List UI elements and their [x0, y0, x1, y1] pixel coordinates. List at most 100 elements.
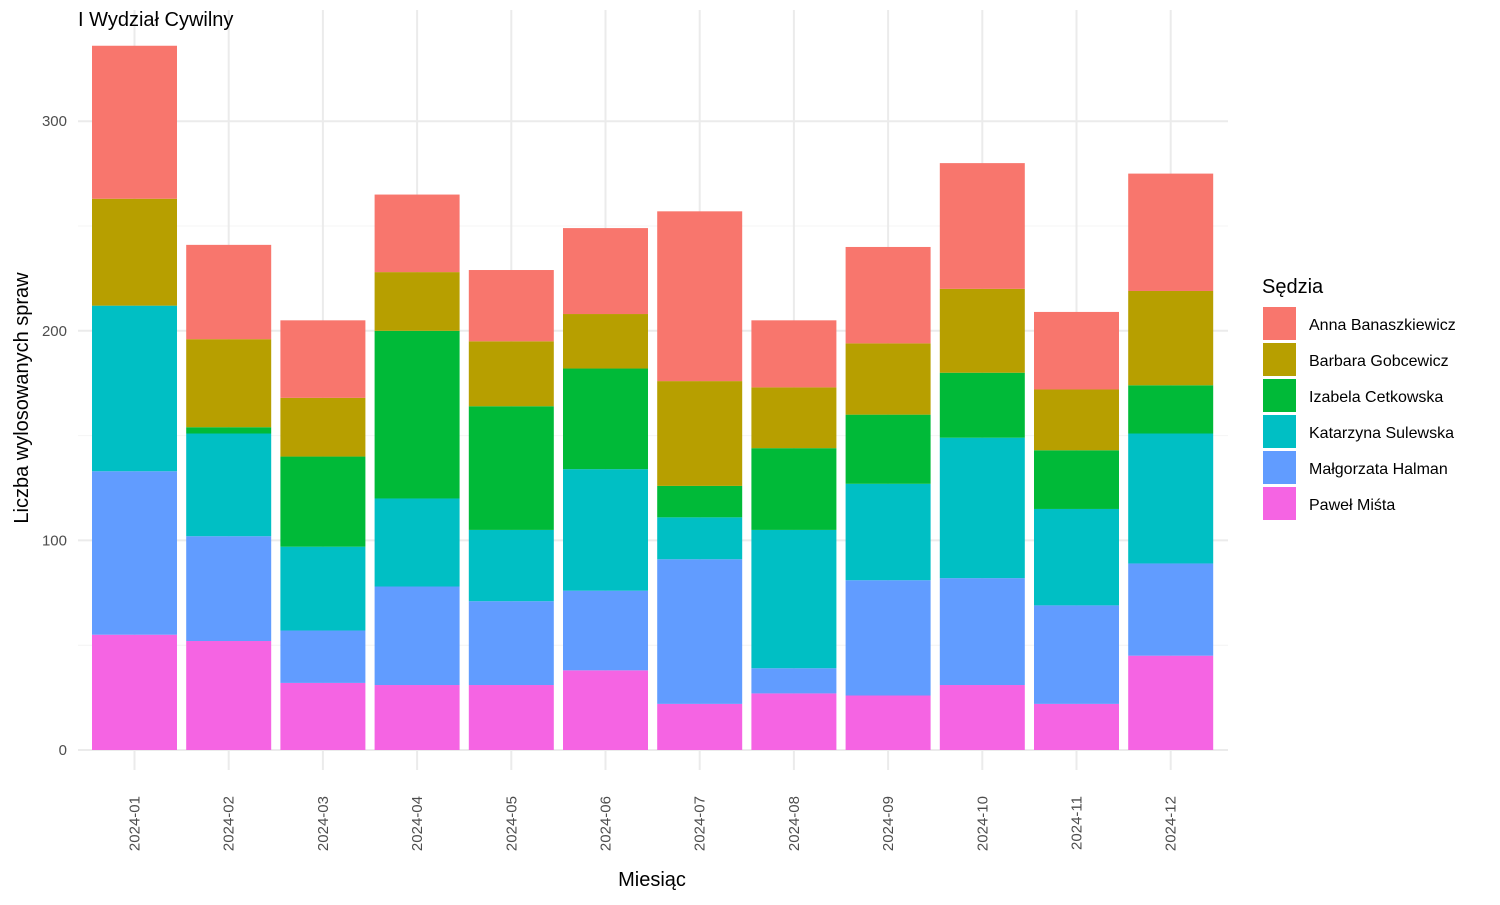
bar-2024-05-malgorzata-halman	[468, 601, 554, 686]
bar-2024-11-pawel-mista	[1034, 703, 1119, 750]
y-axis-ticks: 0 100 200 300	[42, 113, 67, 759]
bar-2024-11-izabela-cetkowska	[1034, 450, 1119, 509]
x-tick-label: 2024-10	[974, 796, 991, 851]
bar-2024-04-barbara-gobcewicz	[374, 272, 460, 331]
bar-2024-11-malgorzata-halman	[1034, 605, 1119, 704]
bar-2024-08-malgorzata-halman	[751, 668, 837, 694]
x-tick-label: 2024-04	[409, 796, 426, 851]
bar-2024-04-anna-banaszkiewicz	[374, 194, 460, 273]
bar-2024-09-anna-banaszkiewicz	[845, 246, 931, 344]
bar-2024-07-anna-banaszkiewicz	[657, 211, 743, 382]
bar-2024-06-malgorzata-halman	[563, 590, 648, 671]
bar-2024-06-barbara-gobcewicz	[563, 314, 648, 369]
bar-2024-05-izabela-cetkowska	[468, 406, 554, 530]
bar-2024-11-anna-banaszkiewicz	[1034, 311, 1119, 390]
bar-2024-03-pawel-mista	[280, 682, 366, 750]
legend-swatch-anna-banaszkiewicz	[1263, 307, 1296, 340]
bar-2024-08-barbara-gobcewicz	[751, 387, 837, 449]
x-tick-label: 2024-06	[598, 796, 615, 851]
bar-2024-06-pawel-mista	[563, 670, 648, 750]
bar-2024-05-anna-banaszkiewicz	[468, 270, 554, 342]
bar-2024-07-barbara-gobcewicz	[657, 381, 743, 486]
bar-2024-02-katarzyna-sulewska	[186, 433, 272, 537]
y-tick-label: 300	[42, 113, 67, 130]
y-axis-title: Liczba wylosowanych spraw	[11, 272, 33, 524]
bar-2024-01-katarzyna-sulewska	[92, 305, 177, 472]
bar-2024-08-pawel-mista	[751, 693, 837, 750]
legend-label-barbara-gobcewicz: Barbara Gobcewicz	[1309, 353, 1449, 370]
legend-label-katarzyna-sulewska: Katarzyna Sulewska	[1309, 425, 1454, 442]
y-tick-label: 100	[42, 532, 67, 549]
bar-2024-03-izabela-cetkowska	[280, 456, 366, 547]
bar-2024-12-katarzyna-sulewska	[1128, 433, 1214, 564]
legend-swatch-barbara-gobcewicz	[1263, 343, 1296, 376]
x-tick-label: 2024-11	[1069, 796, 1086, 850]
bar-2024-02-barbara-gobcewicz	[186, 339, 272, 428]
bar-2024-01-pawel-mista	[92, 634, 177, 750]
bar-2024-09-pawel-mista	[845, 695, 931, 750]
bar-2024-08-katarzyna-sulewska	[751, 529, 837, 669]
bar-2024-10-katarzyna-sulewska	[939, 437, 1025, 579]
bar-2024-07-pawel-mista	[657, 703, 743, 750]
x-axis-title: Miesiąc	[618, 869, 686, 891]
bar-2024-02-malgorzata-halman	[186, 536, 272, 642]
bar-2024-08-izabela-cetkowska	[751, 448, 837, 530]
bar-2024-05-katarzyna-sulewska	[468, 529, 554, 602]
bar-2024-05-barbara-gobcewicz	[468, 341, 554, 407]
bar-2024-12-malgorzata-halman	[1128, 563, 1214, 656]
bar-2024-10-barbara-gobcewicz	[939, 288, 1025, 373]
bar-2024-08-anna-banaszkiewicz	[751, 320, 837, 388]
bar-2024-03-katarzyna-sulewska	[280, 546, 366, 631]
chart-title: I Wydział Cywilny	[78, 9, 233, 31]
bar-2024-12-anna-banaszkiewicz	[1128, 173, 1214, 291]
bar-2024-10-izabela-cetkowska	[939, 372, 1025, 438]
legend-label-pawel-mista: Paweł Miśta	[1309, 497, 1395, 514]
bar-2024-09-barbara-gobcewicz	[845, 343, 931, 415]
bar-2024-09-malgorzata-halman	[845, 580, 931, 696]
legend-title: Sędzia	[1262, 276, 1324, 298]
bar-2024-05-pawel-mista	[468, 685, 554, 750]
bar-2024-04-katarzyna-sulewska	[374, 498, 460, 587]
bar-2024-09-katarzyna-sulewska	[845, 483, 931, 581]
bar-2024-02-anna-banaszkiewicz	[186, 244, 272, 340]
x-axis-ticks: 2024-01 2024-02 2024-03 2024-04 2024-05 2024-…	[127, 796, 1180, 851]
bar-2024-04-izabela-cetkowska	[374, 330, 460, 499]
legend-swatch-izabela-cetkowska	[1263, 379, 1296, 412]
bars	[92, 45, 1214, 750]
legend-swatch-pawel-mista	[1263, 487, 1296, 520]
bar-2024-12-izabela-cetkowska	[1128, 385, 1214, 434]
bar-2024-11-barbara-gobcewicz	[1034, 389, 1119, 451]
bar-2024-10-anna-banaszkiewicz	[939, 163, 1025, 289]
x-tick-label: 2024-12	[1163, 796, 1180, 851]
bar-2024-04-malgorzata-halman	[374, 586, 460, 686]
bar-2024-06-katarzyna-sulewska	[563, 469, 648, 591]
bar-2024-12-pawel-mista	[1128, 655, 1214, 750]
legend: Sędzia Anna Banaszkiewicz Barbara Gobcewi…	[1262, 276, 1456, 520]
bar-2024-01-barbara-gobcewicz	[92, 198, 177, 306]
legend-label-izabela-cetkowska: Izabela Cetkowska	[1309, 389, 1443, 406]
legend-swatch-malgorzata-halman	[1263, 451, 1296, 484]
bar-2024-02-izabela-cetkowska	[186, 427, 272, 434]
bar-2024-07-izabela-cetkowska	[657, 485, 743, 518]
x-tick-label: 2024-09	[880, 796, 897, 851]
bar-2024-07-katarzyna-sulewska	[657, 517, 743, 560]
x-tick-label: 2024-03	[315, 796, 332, 851]
x-tick-label: 2024-07	[692, 796, 709, 851]
bar-2024-10-pawel-mista	[939, 685, 1025, 750]
y-tick-label: 0	[59, 742, 67, 759]
bar-2024-10-malgorzata-halman	[939, 578, 1025, 686]
bar-2024-03-anna-banaszkiewicz	[280, 320, 366, 398]
bar-2024-12-barbara-gobcewicz	[1128, 290, 1214, 386]
bar-2024-03-barbara-gobcewicz	[280, 397, 366, 457]
x-tick-label: 2024-05	[503, 796, 520, 851]
bar-2024-04-pawel-mista	[374, 685, 460, 750]
bar-2024-07-malgorzata-halman	[657, 559, 743, 704]
bar-2024-06-anna-banaszkiewicz	[563, 228, 648, 315]
bar-2024-09-izabela-cetkowska	[845, 414, 931, 484]
x-tick-label: 2024-01	[127, 796, 144, 851]
bar-2024-11-katarzyna-sulewska	[1034, 508, 1119, 606]
legend-label-anna-banaszkiewicz: Anna Banaszkiewicz	[1309, 317, 1456, 334]
legend-label-malgorzata-halman: Małgorzata Halman	[1309, 461, 1448, 478]
